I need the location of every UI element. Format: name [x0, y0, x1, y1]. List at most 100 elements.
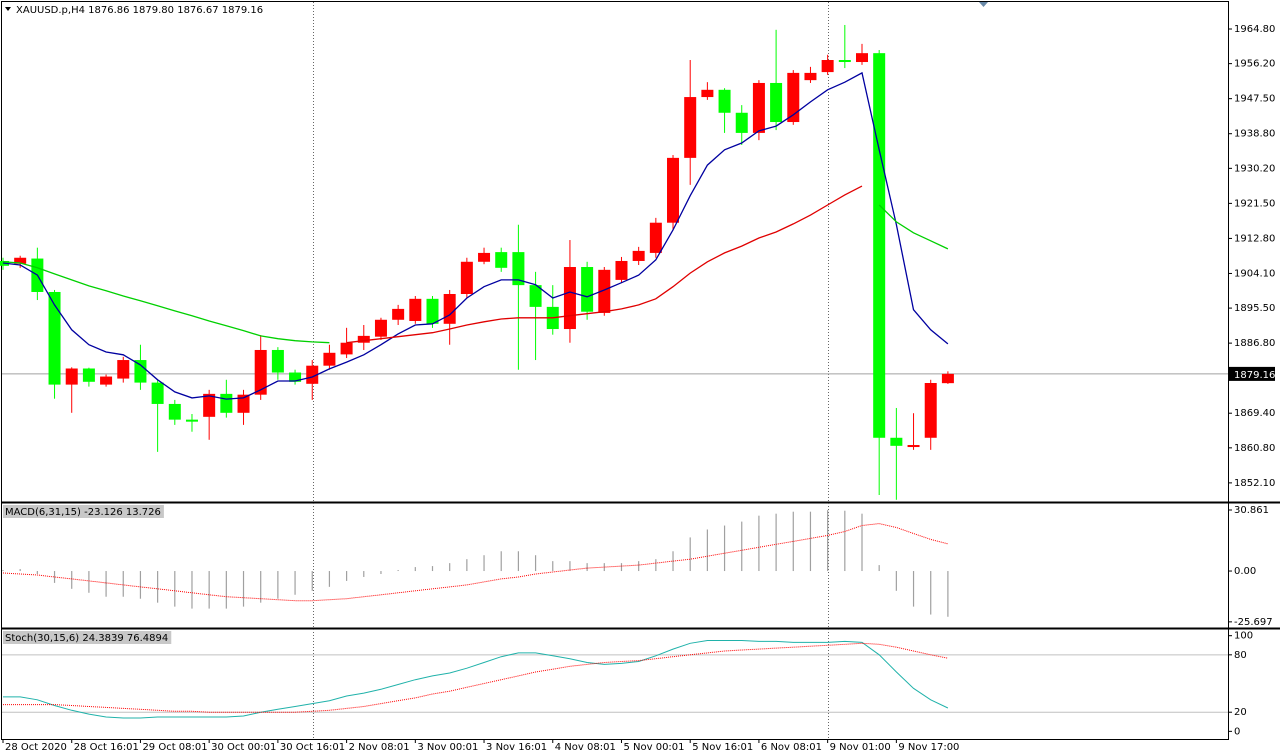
y-tick-label: 80 — [1234, 650, 1247, 661]
candle-body — [649, 222, 662, 253]
stoch-line — [3, 642, 948, 713]
candle-body — [495, 252, 508, 268]
candle-body — [340, 342, 353, 355]
candle-body — [941, 373, 954, 384]
y-tick-label: 1930.20 — [1234, 163, 1275, 174]
candle-body — [752, 82, 765, 133]
candle-body — [529, 285, 542, 307]
candle-body — [100, 376, 113, 385]
moving-average — [346, 185, 863, 344]
shift-marker — [979, 2, 988, 7]
candle-body — [254, 349, 267, 395]
stoch-line — [3, 640, 949, 719]
y-tick-label: 1860.80 — [1234, 443, 1275, 454]
moving-average — [2, 204, 949, 344]
candle-body — [581, 267, 594, 312]
x-tick-label: 5 Nov 16:01 — [692, 742, 753, 753]
indicator-title: Stoch(30,15,6) 24.3839 76.4894 — [5, 633, 168, 644]
indicator-label-bg — [3, 505, 164, 518]
x-tick-label: 28 Oct 2020 — [5, 742, 67, 753]
candle-body — [392, 308, 405, 320]
candle-body — [134, 360, 147, 383]
x-tick-label: 6 Nov 08:01 — [761, 742, 822, 753]
candle-body — [48, 291, 61, 385]
y-tick-label: 1947.50 — [1234, 94, 1275, 105]
signal-line — [2, 523, 949, 602]
x-tick-label: 30 Oct 00:01 — [211, 742, 276, 753]
y-tick-label: 100 — [1234, 631, 1253, 642]
candle-body — [667, 157, 680, 223]
candle-body — [512, 252, 525, 286]
candle-body — [856, 53, 868, 63]
y-tick-label: 1904.10 — [1234, 268, 1275, 279]
candle-body — [478, 252, 491, 262]
x-tick-label: 30 Oct 16:01 — [280, 742, 345, 753]
y-tick-label: 1886.80 — [1234, 338, 1275, 349]
candle-body — [563, 267, 576, 330]
candle-body — [220, 393, 233, 413]
candle-body — [615, 260, 628, 280]
candle-body — [203, 393, 216, 417]
candle-body — [306, 365, 319, 384]
candle-body — [890, 437, 903, 446]
candle-body — [151, 382, 164, 404]
y-tick-label: 1912.80 — [1234, 233, 1275, 244]
candle-body — [443, 293, 456, 324]
candle-body — [271, 349, 284, 373]
current-price-box — [1229, 366, 1275, 381]
candle-body — [838, 60, 851, 63]
y-tick-label: 0.00 — [1234, 566, 1256, 577]
candle-body — [323, 352, 336, 366]
current-price-label: 1879.16 — [1234, 370, 1275, 381]
candle-body — [426, 298, 439, 324]
candle-body — [718, 89, 731, 113]
y-tick-label: 30.861 — [1234, 505, 1269, 516]
chart-title: XAUUSD.p,H4 1876.86 1879.80 1876.67 1879… — [16, 5, 263, 16]
candle-body — [237, 394, 250, 413]
x-tick-label: 3 Nov 00:01 — [417, 742, 478, 753]
y-tick-label: 1956.20 — [1234, 59, 1275, 70]
x-tick-label: 2 Nov 08:01 — [349, 742, 410, 753]
y-tick-label: -25.697 — [1234, 617, 1273, 628]
x-tick-label: 5 Nov 00:01 — [623, 742, 684, 753]
candle-body — [632, 250, 645, 261]
x-tick-label: 3 Nov 16:01 — [486, 742, 547, 753]
moving-average — [2, 71, 949, 400]
candle-body — [804, 72, 817, 81]
candle-body — [684, 97, 697, 158]
plot-frame — [1, 1, 1229, 740]
candle-body — [289, 372, 302, 382]
indicator-label-bg — [3, 631, 172, 644]
y-tick-label: 1852.10 — [1234, 478, 1275, 489]
candle-body — [701, 89, 714, 98]
y-tick-label: 20 — [1234, 707, 1247, 718]
candle-body — [374, 319, 387, 337]
y-tick-label: 0 — [1234, 726, 1240, 737]
indicator-title: MACD(6,31,15) -23.126 13.726 — [5, 507, 161, 518]
panels: 1964.80 1956.20 1947.50 1938.80 1930.20 1921.… — [0, 5, 1275, 753]
x-tick-label: 4 Nov 08:01 — [555, 742, 616, 753]
candle-body — [735, 112, 748, 133]
candle-body — [117, 360, 130, 379]
candle-body — [409, 298, 422, 321]
candle-body — [185, 419, 198, 422]
candle-body — [907, 445, 920, 448]
x-tick-label: 29 Oct 08:01 — [142, 742, 207, 753]
candle-body — [598, 269, 611, 313]
candle-body — [82, 368, 95, 382]
candle-body — [787, 72, 800, 123]
y-tick-label: 1921.50 — [1234, 198, 1275, 209]
candle-body — [357, 335, 370, 343]
x-tick-label: 9 Nov 01:00 — [830, 742, 891, 753]
candle-body — [65, 368, 78, 385]
candle-body — [14, 257, 27, 264]
candle-body — [770, 82, 783, 123]
x-tick-label: 28 Oct 16:01 — [74, 742, 139, 753]
x-tick-label: 9 Nov 17:00 — [898, 742, 959, 753]
y-tick-label: 1895.50 — [1234, 303, 1275, 314]
candle-body — [873, 53, 886, 438]
menu-arrow[interactable] — [5, 7, 11, 11]
